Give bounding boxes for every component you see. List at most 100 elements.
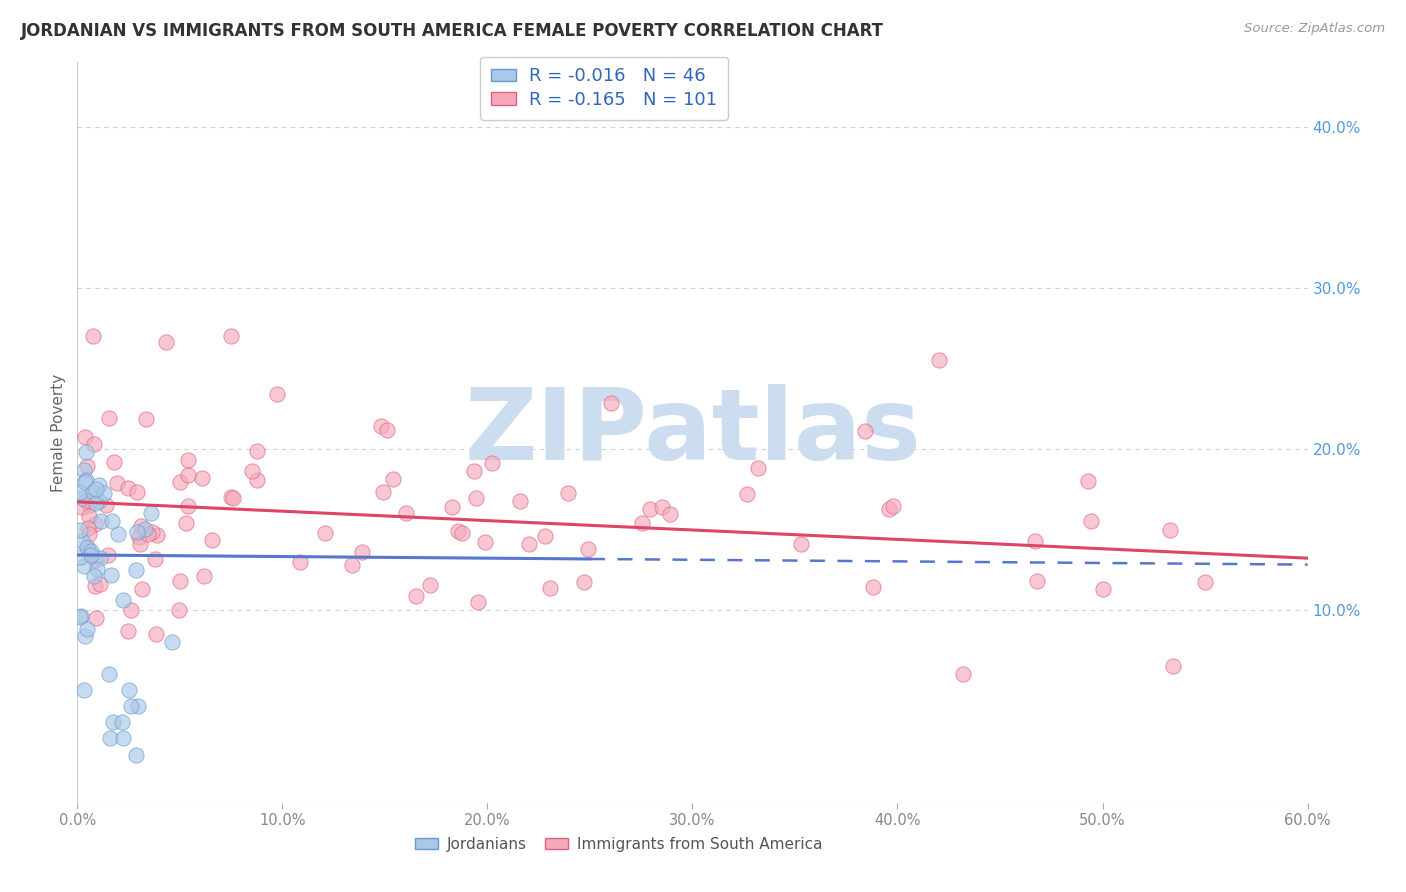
Point — [222, 491, 245, 505]
Point — [167, 603, 190, 617]
Point — [640, 502, 662, 516]
Point — [370, 419, 392, 434]
Point — [630, 516, 652, 530]
Point — [69, 609, 91, 624]
Point — [77, 509, 100, 524]
Point — [141, 524, 163, 539]
Legend: Jordanians, Immigrants from South America: Jordanians, Immigrants from South Americ… — [409, 830, 828, 858]
Point — [82, 329, 104, 343]
Point — [86, 562, 108, 576]
Point — [928, 353, 950, 368]
Point — [394, 506, 416, 520]
Point — [111, 731, 134, 746]
Point — [82, 485, 104, 500]
Point — [87, 493, 110, 508]
Point — [73, 683, 96, 698]
Point — [853, 424, 876, 438]
Point — [120, 603, 142, 617]
Point — [862, 580, 884, 594]
Point — [952, 667, 974, 681]
Point — [131, 582, 153, 596]
Point — [129, 518, 152, 533]
Point — [747, 461, 769, 475]
Point — [882, 499, 904, 513]
Point — [1080, 515, 1102, 529]
Point — [177, 467, 200, 482]
Point — [98, 667, 121, 681]
Point — [1159, 523, 1181, 537]
Point — [533, 529, 555, 543]
Point — [219, 329, 242, 343]
Point — [84, 482, 107, 496]
Point — [75, 492, 97, 507]
Point — [651, 500, 673, 514]
Point — [127, 485, 149, 500]
Point — [266, 386, 288, 401]
Point — [240, 464, 263, 478]
Point — [127, 524, 149, 539]
Point — [658, 507, 681, 521]
Point — [84, 578, 107, 592]
Point — [89, 551, 111, 566]
Point — [288, 555, 311, 569]
Point — [77, 498, 100, 512]
Point — [169, 574, 191, 589]
Point — [572, 575, 595, 590]
Point — [419, 578, 441, 592]
Point — [76, 459, 98, 474]
Point — [73, 463, 96, 477]
Point — [450, 526, 472, 541]
Point — [509, 494, 531, 508]
Point — [441, 500, 464, 514]
Point — [1194, 574, 1216, 589]
Point — [125, 563, 148, 577]
Point — [177, 453, 200, 467]
Point — [83, 436, 105, 450]
Point — [467, 595, 489, 609]
Point — [90, 515, 112, 529]
Point — [73, 629, 96, 643]
Text: Source: ZipAtlas.com: Source: ZipAtlas.com — [1244, 22, 1385, 36]
Point — [125, 747, 148, 762]
Point — [128, 529, 150, 543]
Point — [877, 501, 900, 516]
Point — [1077, 474, 1099, 488]
Point — [117, 481, 139, 495]
Point — [538, 581, 561, 595]
Point — [79, 544, 101, 558]
Point — [519, 537, 541, 551]
Point — [93, 486, 115, 500]
Point — [169, 475, 191, 489]
Point — [69, 484, 91, 499]
Point — [94, 498, 117, 512]
Point — [75, 430, 97, 444]
Point — [101, 514, 124, 528]
Point — [352, 545, 374, 559]
Point — [340, 558, 363, 573]
Point — [77, 521, 100, 535]
Point — [120, 699, 142, 714]
Point — [1091, 582, 1114, 597]
Point — [136, 526, 159, 541]
Point — [1024, 534, 1046, 549]
Point — [143, 551, 166, 566]
Point — [155, 335, 177, 350]
Point — [1161, 659, 1184, 673]
Point — [599, 396, 621, 410]
Point — [98, 411, 121, 425]
Point — [127, 699, 149, 714]
Point — [557, 485, 579, 500]
Point — [576, 541, 599, 556]
Y-axis label: Female Poverty: Female Poverty — [51, 374, 66, 491]
Point — [105, 475, 128, 490]
Point — [79, 548, 101, 562]
Point — [146, 528, 169, 542]
Point — [790, 537, 813, 551]
Point — [70, 609, 93, 624]
Point — [117, 624, 139, 638]
Point — [1026, 574, 1049, 588]
Point — [76, 542, 98, 557]
Point — [145, 627, 167, 641]
Point — [84, 496, 107, 510]
Point — [69, 550, 91, 565]
